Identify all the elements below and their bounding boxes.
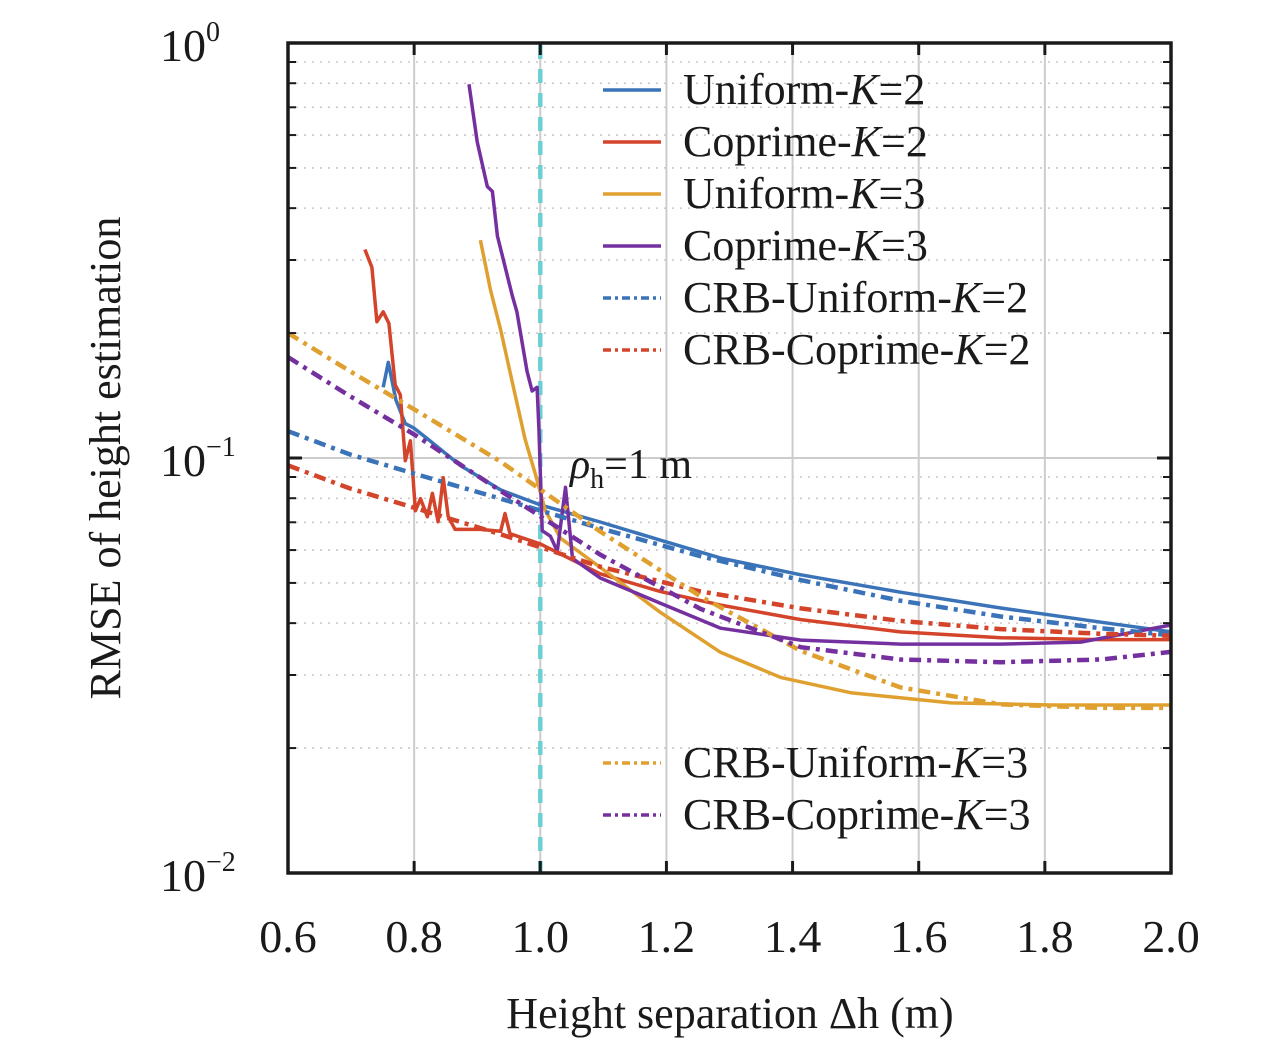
x-tick-label: 2.0	[1142, 911, 1200, 962]
legend-label: Uniform-K=2	[683, 65, 925, 114]
legend-label-part: =2	[881, 117, 928, 166]
legend-label-part: =2	[879, 65, 926, 114]
legend-label-part: CRB-Coprime-	[683, 790, 954, 839]
legend-label-part: K	[953, 325, 986, 374]
legend-top: Uniform-K=2Coprime-K=2Uniform-K=3Coprime…	[603, 65, 1031, 374]
rho-subscript: h	[590, 464, 604, 495]
legend-label-part: =3	[881, 221, 928, 270]
tick-exponent: −2	[206, 847, 236, 878]
y-tick-label: 10−1	[160, 432, 236, 486]
legend-label-part: Coprime-	[683, 221, 852, 270]
series-line-coprime-k-2	[363, 248, 1171, 642]
y-tick-label: 10−2	[160, 847, 236, 901]
series-line-uniform-k-3	[478, 239, 1171, 707]
series-line-crb-coprime-k-3	[286, 355, 1172, 665]
x-tick-label: 1.2	[638, 911, 696, 962]
x-tick-label: 1.0	[512, 911, 570, 962]
legend-label-part: K	[851, 221, 884, 270]
legend-label-part: CRB-Coprime-	[683, 325, 954, 374]
series-line-crb-uniform-k-2	[287, 429, 1172, 638]
legend-label-part: Coprime-	[683, 117, 852, 166]
legend-label-part: Uniform-	[683, 65, 849, 114]
x-tick-label: 1.6	[890, 911, 948, 962]
series-line-coprime-k-3	[467, 84, 1172, 646]
tick-base: 10	[160, 850, 206, 901]
tick-base: 10	[160, 435, 206, 486]
legend-label-part: K	[953, 790, 986, 839]
tick-exponent: 0	[206, 17, 220, 48]
legend-label-part: K	[848, 65, 881, 114]
legend-label: Coprime-K=2	[683, 117, 928, 166]
legend-label-part: K	[951, 273, 984, 322]
legend-label: CRB-Coprime-K=2	[683, 325, 1031, 374]
legend-label: CRB-Uniform-K=3	[683, 738, 1028, 787]
rho-symbol: ρ	[568, 442, 590, 488]
y-axis-title: RMSE of height estimation	[81, 217, 130, 700]
legend-label: CRB-Uniform-K=2	[683, 273, 1028, 322]
y-tick-label: 100	[160, 17, 220, 71]
legend-label-part: K	[851, 117, 884, 166]
series-line-uniform-k-2	[381, 360, 1172, 634]
tick-exponent: −1	[206, 432, 236, 463]
legend-label-part: =3	[984, 790, 1031, 839]
legend-label-part: CRB-Uniform-	[683, 273, 952, 322]
x-tick-label: 0.8	[385, 911, 443, 962]
x-axis-title: Height separation Δh (m)	[506, 989, 953, 1038]
legend-label-part: Uniform-	[683, 169, 849, 218]
legend-label-part: =2	[981, 273, 1028, 322]
legend-label-part: CRB-Uniform-	[683, 738, 952, 787]
legend-label-part: K	[951, 738, 984, 787]
minor-gridlines	[288, 61, 1169, 749]
series-line-crb-uniform-k-3	[286, 331, 1171, 711]
series-layer	[286, 84, 1172, 711]
rho-annotation: ρh=1 m	[568, 442, 692, 495]
rho-value: =1 m	[604, 442, 692, 488]
legend-label-part: =2	[984, 325, 1031, 374]
tick-base: 10	[160, 20, 206, 71]
series-line-crb-coprime-k-2	[287, 463, 1172, 638]
x-tick-labels: 0.6 0.8 1.0 1.2 1.4 1.6 1.8 2.0	[259, 911, 1200, 962]
legend-label-part: =3	[981, 738, 1028, 787]
axis-ticks	[286, 41, 1173, 875]
x-tick-label: 0.6	[259, 911, 317, 962]
legend-label-part: =3	[879, 169, 926, 218]
legend-label: CRB-Coprime-K=3	[683, 790, 1031, 839]
x-tick-label: 1.4	[764, 911, 822, 962]
legend-label: Uniform-K=3	[683, 169, 925, 218]
legend-label-part: K	[848, 169, 881, 218]
x-tick-label: 1.8	[1016, 911, 1074, 962]
legend-label: Coprime-K=3	[683, 221, 928, 270]
